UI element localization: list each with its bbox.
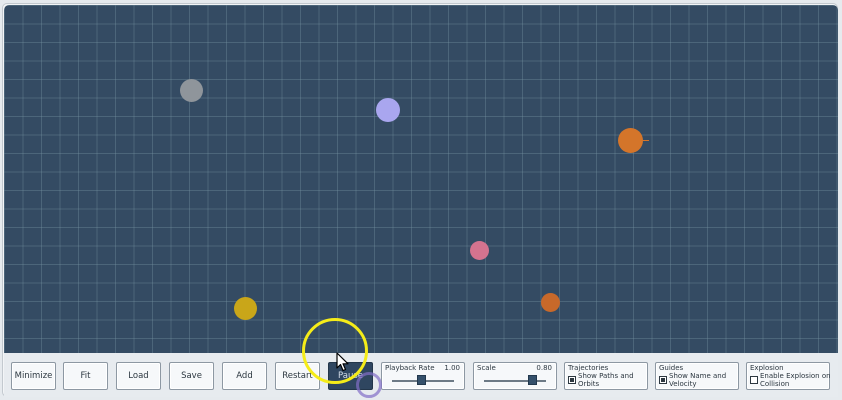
body-orange-small[interactable] [541, 293, 560, 312]
show-name-velocity-checkbox[interactable] [659, 376, 667, 384]
scale-value: 0.80 [536, 364, 552, 372]
scale-thumb[interactable] [528, 375, 537, 385]
velocity-indicator [643, 140, 649, 141]
playback-rate-slider[interactable]: Playback Rate 1.00 [381, 362, 465, 390]
guides-title: Guides [659, 364, 684, 372]
body-pink[interactable] [470, 241, 489, 260]
playback-rate-label: Playback Rate [385, 364, 435, 372]
add-button[interactable]: Add [222, 362, 267, 390]
save-button[interactable]: Save [169, 362, 214, 390]
body-gray[interactable] [180, 79, 203, 102]
guides-group: Guides Show Name and Velocity [655, 362, 739, 390]
scale-track[interactable] [484, 380, 546, 382]
enable-explosion-checkbox[interactable] [750, 376, 758, 384]
playback-rate-value: 1.00 [444, 364, 460, 372]
show-paths-checkbox[interactable] [568, 376, 576, 384]
click-ripple [356, 372, 382, 398]
load-button[interactable]: Load [116, 362, 161, 390]
body-orange-large[interactable] [618, 128, 643, 153]
explosion-title: Explosion [750, 364, 784, 372]
trajectories-group: Trajectories Show Paths and Orbits [564, 362, 648, 390]
body-lavender[interactable] [376, 98, 400, 122]
show-name-velocity-label[interactable]: Show Name and Velocity [669, 372, 727, 388]
trajectories-title: Trajectories [568, 364, 609, 372]
scale-label: Scale [477, 364, 496, 372]
mouse-pointer-icon [336, 352, 349, 372]
playback-rate-thumb[interactable] [416, 375, 426, 385]
show-paths-label[interactable]: Show Paths and Orbits [578, 372, 634, 388]
minimize-button[interactable]: Minimize [11, 362, 56, 390]
explosion-group: Explosion Enable Explosion on Collision [746, 362, 831, 390]
scale-slider[interactable]: Scale 0.80 [473, 362, 557, 390]
body-yellow[interactable] [234, 297, 257, 320]
fit-button[interactable]: Fit [63, 362, 108, 390]
simulation-canvas[interactable] [4, 5, 838, 353]
cursor-highlight-ring [302, 318, 368, 384]
enable-explosion-label[interactable]: Enable Explosion on Collision [760, 372, 831, 388]
